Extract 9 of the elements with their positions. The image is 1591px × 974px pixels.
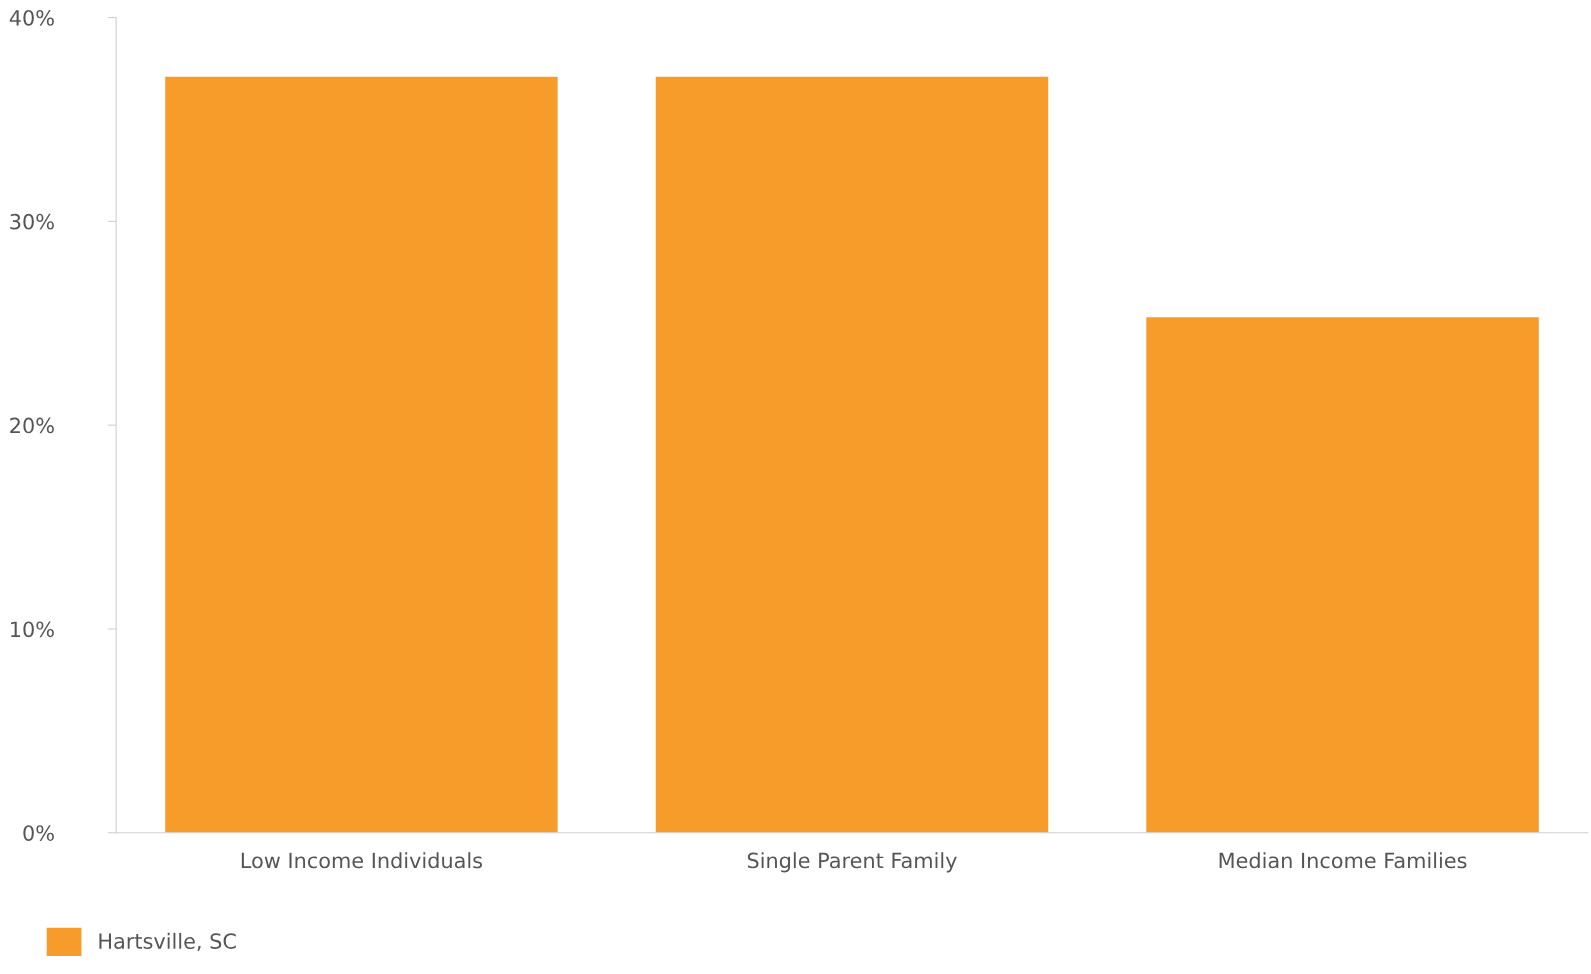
x-tick-label: Single Parent Family: [747, 852, 957, 873]
y-tick-label: 20%: [10, 417, 54, 434]
y-tick-label: 0%: [23, 825, 54, 841]
y-tick-label: 10%: [11, 621, 54, 638]
x-tick-label: Median Income Families: [1219, 852, 1467, 869]
x-tick-label: Low Income Individuals: [241, 852, 483, 869]
y-tick-label: 40%: [9, 9, 54, 26]
legend-label: Hartsville, SC: [99, 932, 236, 952]
y-tick-label: 30%: [10, 213, 54, 230]
